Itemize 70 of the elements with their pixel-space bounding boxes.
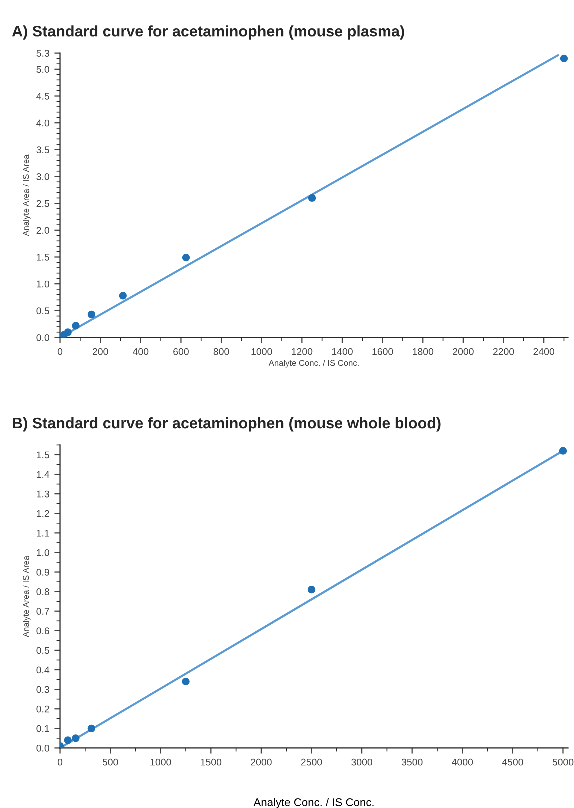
- x-tick-label: 2200: [493, 348, 514, 356]
- x-axis-title: Analyte Conc. / IS Conc.: [268, 360, 359, 368]
- x-tick-label: 4000: [452, 758, 474, 766]
- point: [559, 447, 568, 455]
- x-tick-label: 0: [58, 758, 63, 766]
- y-tick-label: 0.9: [36, 569, 50, 576]
- point: [560, 54, 568, 62]
- y-tick-label: 0.4: [36, 666, 50, 674]
- y-tick-label: 5.3: [36, 50, 50, 57]
- point: [88, 724, 96, 732]
- y-tick-label: 4.5: [36, 93, 50, 100]
- y-tick-label: 0.2: [36, 706, 50, 713]
- y-tick-label: 0.5: [36, 647, 50, 654]
- y-tick-label: 0.3: [36, 686, 50, 694]
- y-tick-label: 1.1: [37, 530, 50, 537]
- x-tick-label: 1000: [150, 758, 172, 766]
- x-tick-label: 600: [174, 348, 189, 356]
- x-tick-label: 200: [92, 348, 108, 356]
- x-tick-label: 0: [58, 348, 63, 356]
- y-tick-label: 1.5: [37, 452, 50, 459]
- point: [64, 736, 72, 744]
- x-tick-label: 5000: [552, 758, 574, 766]
- chart-title: A) Standard curve for acetaminophen (mouse plasma): [12, 26, 404, 40]
- y-tick-label: 5.0: [36, 66, 50, 74]
- point: [308, 194, 316, 202]
- x-tick-label: 1600: [372, 348, 394, 356]
- point: [72, 734, 80, 742]
- y-tick-label: 1.4: [37, 471, 50, 478]
- y-tick-label: 1.2: [37, 510, 50, 518]
- y-tick-label: 0.0: [36, 334, 50, 342]
- chart-title: B) Standard curve for acetaminophen (mouse whole blood): [13, 417, 441, 432]
- y-axis-title: Analyte Area / IS Area: [23, 556, 31, 638]
- x-tick-label: 1400: [332, 348, 353, 356]
- x-tick-label: 2000: [453, 348, 474, 356]
- y-tick-label: 0.6: [36, 628, 50, 635]
- point: [182, 678, 190, 686]
- x-tick-label: 1000: [252, 348, 272, 356]
- x-tick-label: 4500: [502, 758, 524, 766]
- y-tick-label: 0.1: [36, 725, 50, 732]
- x-tick-label: 2500: [301, 758, 322, 766]
- x-tick-label: 1500: [201, 758, 222, 766]
- x-tick-label: 3500: [402, 758, 423, 766]
- y-tick-label: 0.0: [36, 744, 50, 752]
- point: [182, 254, 190, 262]
- y-tick-label: 2.5: [36, 200, 50, 208]
- y-tick-label: 0.8: [36, 588, 50, 596]
- y-axis-title: Analyte Area / IS Area: [23, 154, 31, 236]
- y-tick-label: 3.0: [36, 173, 50, 180]
- y-tick-label: 0.5: [36, 308, 50, 315]
- y-tick-label: 0.7: [36, 608, 50, 615]
- y-tick-label: 3.5: [36, 146, 50, 154]
- point: [88, 310, 96, 318]
- y-tick-label: 1.5: [37, 254, 50, 261]
- point: [64, 328, 72, 336]
- y-tick-label: 1.3: [37, 490, 50, 498]
- x-tick-label: 1800: [413, 348, 434, 356]
- y-tick-label: 1.0: [37, 280, 50, 288]
- x-tick-label: 3000: [352, 758, 372, 766]
- x-tick-label: 2400: [534, 348, 555, 356]
- x-tick-label: 400: [133, 348, 149, 356]
- x-tick-label: 500: [102, 758, 118, 766]
- y-tick-label: 2.0: [36, 227, 50, 234]
- x-tick-label: 800: [214, 348, 230, 356]
- point: [308, 586, 316, 594]
- point: [72, 322, 80, 330]
- y-tick-label: 4.0: [36, 120, 50, 127]
- x-tick-label: 1200: [292, 348, 313, 356]
- x-tick-label: 2000: [251, 758, 272, 766]
- y-tick-label: 1.0: [37, 549, 50, 556]
- point: [119, 292, 127, 300]
